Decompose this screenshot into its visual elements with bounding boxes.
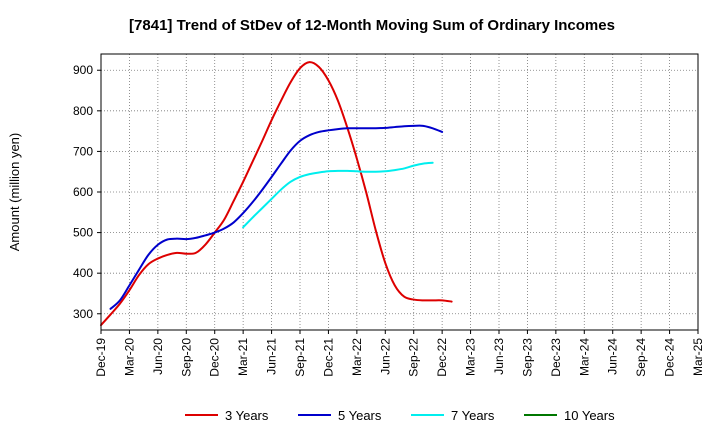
x-tick-label: Mar-21 <box>236 338 250 376</box>
y-tick-label: 600 <box>73 185 93 199</box>
x-tick-label: Sep-22 <box>407 338 421 377</box>
series-line-5-years <box>109 124 444 310</box>
y-tick-label: 400 <box>73 266 93 280</box>
x-tick-label: Mar-22 <box>350 338 364 376</box>
x-tick-label: Dec-23 <box>549 338 563 377</box>
x-tick-label: Jun-22 <box>378 338 392 375</box>
x-tick-label: Mar-20 <box>122 338 136 376</box>
y-tick-label: 800 <box>73 104 93 118</box>
chart-title: [7841] Trend of StDev of 12-Month Moving… <box>129 17 615 34</box>
x-tick-label: Sep-23 <box>520 338 534 377</box>
x-tick-label: Jun-21 <box>265 338 279 375</box>
y-tick-label: 300 <box>73 307 93 321</box>
x-tick-label: Dec-24 <box>663 338 677 377</box>
y-axis-ticks: 300 400 500 600 700 800 900 <box>73 63 101 321</box>
y-tick-label: 900 <box>73 63 93 77</box>
x-tick-label: Mar-23 <box>464 338 478 376</box>
x-axis-ticks: Dec-19 Mar-20 Jun-20 Sep-20 Dec-20 Mar-21 Jun-… <box>94 330 705 377</box>
series-line-3-years <box>100 61 453 327</box>
legend-label-3-years: 3 Years <box>225 408 269 423</box>
x-tick-label: Sep-21 <box>293 338 307 377</box>
y-tick-label: 500 <box>73 226 93 240</box>
x-tick-label: Mar-24 <box>577 338 591 376</box>
x-tick-label: Dec-20 <box>208 338 222 377</box>
x-tick-label: Dec-22 <box>435 338 449 377</box>
x-tick-label: Sep-24 <box>634 338 648 377</box>
series-line-7-years <box>242 161 434 229</box>
x-tick-label: Sep-20 <box>179 338 193 377</box>
x-tick-label: Jun-24 <box>606 338 620 375</box>
x-tick-label: Jun-23 <box>492 338 506 375</box>
x-tick-label: Mar-25 <box>691 338 705 376</box>
legend-label-7-years: 7 Years <box>451 408 495 423</box>
legend: 3 Years 5 Years 7 Years 10 Years <box>185 408 615 423</box>
legend-label-10-years: 10 Years <box>564 408 615 423</box>
series-lines <box>100 61 453 327</box>
y-tick-label: 700 <box>73 144 93 158</box>
legend-label-5-years: 5 Years <box>338 408 382 423</box>
y-axis-label: Amount (million yen) <box>7 133 22 252</box>
x-tick-label: Dec-21 <box>321 338 335 377</box>
x-tick-label: Dec-19 <box>94 338 108 377</box>
x-tick-label: Jun-20 <box>151 338 165 375</box>
